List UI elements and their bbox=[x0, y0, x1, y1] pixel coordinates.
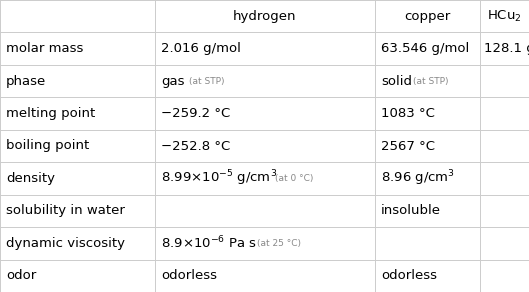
Text: melting point: melting point bbox=[6, 107, 95, 120]
Text: (at STP): (at STP) bbox=[189, 77, 224, 86]
Text: 128.1 g/mol: 128.1 g/mol bbox=[484, 42, 529, 55]
Text: 2.016 g/mol: 2.016 g/mol bbox=[161, 42, 241, 55]
Text: (at 0 °C): (at 0 °C) bbox=[275, 174, 313, 183]
Text: 8.96 g/cm$^3$: 8.96 g/cm$^3$ bbox=[381, 169, 455, 188]
Text: odor: odor bbox=[6, 269, 37, 282]
Text: 1083 °C: 1083 °C bbox=[381, 107, 435, 120]
Text: (at 25 °C): (at 25 °C) bbox=[257, 239, 301, 248]
Text: −252.8 °C: −252.8 °C bbox=[161, 140, 230, 152]
Text: 2567 °C: 2567 °C bbox=[381, 140, 435, 152]
Text: −259.2 °C: −259.2 °C bbox=[161, 107, 230, 120]
Text: insoluble: insoluble bbox=[381, 204, 441, 217]
Text: 63.546 g/mol: 63.546 g/mol bbox=[381, 42, 469, 55]
Text: molar mass: molar mass bbox=[6, 42, 84, 55]
Text: copper: copper bbox=[404, 10, 451, 23]
Text: gas: gas bbox=[161, 75, 185, 88]
Text: density: density bbox=[6, 172, 55, 185]
Text: 8.9$\times$10$^{-6}$ Pa s: 8.9$\times$10$^{-6}$ Pa s bbox=[161, 235, 257, 252]
Text: solubility in water: solubility in water bbox=[6, 204, 125, 217]
Text: odorless: odorless bbox=[381, 269, 437, 282]
Text: phase: phase bbox=[6, 75, 46, 88]
Text: (at STP): (at STP) bbox=[413, 77, 449, 86]
Text: hydrogen: hydrogen bbox=[233, 10, 297, 23]
Text: dynamic viscosity: dynamic viscosity bbox=[6, 237, 125, 250]
Text: boiling point: boiling point bbox=[6, 140, 89, 152]
Text: solid: solid bbox=[381, 75, 412, 88]
Text: 8.99$\times$10$^{-5}$ g/cm$^3$: 8.99$\times$10$^{-5}$ g/cm$^3$ bbox=[161, 169, 277, 188]
Text: HCu$_2$: HCu$_2$ bbox=[487, 9, 522, 24]
Text: odorless: odorless bbox=[161, 269, 217, 282]
